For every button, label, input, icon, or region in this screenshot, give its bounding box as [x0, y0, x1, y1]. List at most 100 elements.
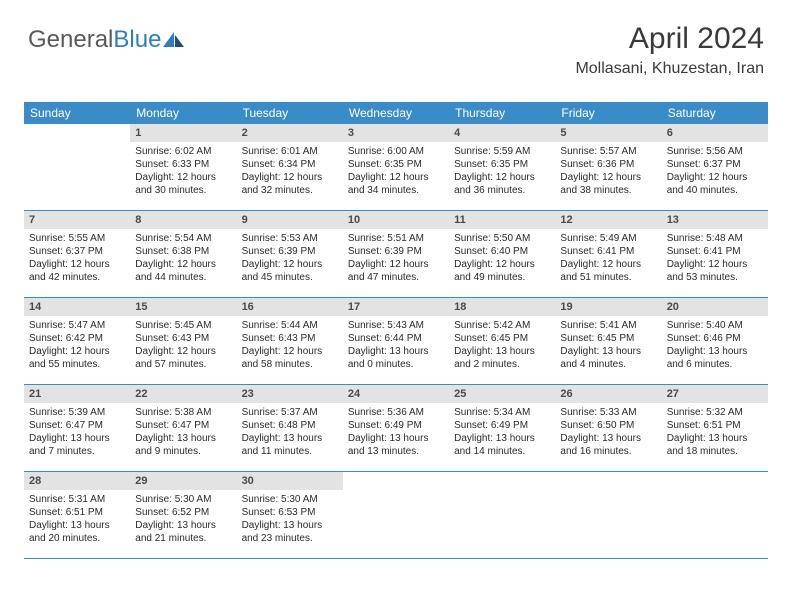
- month-title: April 2024: [575, 22, 764, 56]
- calendar-week-row: 7Sunrise: 5:55 AMSunset: 6:37 PMDaylight…: [24, 211, 768, 298]
- daylight-text: Daylight: 12 hours: [135, 258, 231, 271]
- location-subtitle: Mollasani, Khuzestan, Iran: [575, 60, 764, 78]
- daylight-text: Daylight: 13 hours: [348, 432, 444, 445]
- calendar-day-cell: .: [555, 472, 661, 558]
- day-body: Sunrise: 5:37 AMSunset: 6:48 PMDaylight:…: [237, 403, 343, 464]
- sunrise-text: Sunrise: 5:42 AM: [454, 319, 550, 332]
- weekday-header: Saturday: [662, 102, 768, 124]
- sunset-text: Sunset: 6:51 PM: [29, 506, 125, 519]
- calendar-day-cell: 17Sunrise: 5:43 AMSunset: 6:44 PMDayligh…: [343, 298, 449, 384]
- day-number: 23: [237, 385, 343, 403]
- daylight-text: and 55 minutes.: [29, 358, 125, 371]
- day-number: 16: [237, 298, 343, 316]
- daylight-text: and 49 minutes.: [454, 271, 550, 284]
- daylight-text: and 7 minutes.: [29, 445, 125, 458]
- day-number: 12: [555, 211, 661, 229]
- sunrise-text: Sunrise: 5:57 AM: [560, 145, 656, 158]
- sunset-text: Sunset: 6:35 PM: [348, 158, 444, 171]
- sunrise-text: Sunrise: 6:00 AM: [348, 145, 444, 158]
- sunrise-text: Sunrise: 5:33 AM: [560, 406, 656, 419]
- brand-text-blue: Blue: [113, 26, 161, 54]
- sunrise-text: Sunrise: 5:30 AM: [135, 493, 231, 506]
- day-number: 5: [555, 124, 661, 142]
- daylight-text: Daylight: 12 hours: [667, 171, 763, 184]
- day-body: Sunrise: 5:32 AMSunset: 6:51 PMDaylight:…: [662, 403, 768, 464]
- calendar-day-cell: .: [449, 472, 555, 558]
- daylight-text: Daylight: 13 hours: [667, 345, 763, 358]
- calendar-day-cell: 23Sunrise: 5:37 AMSunset: 6:48 PMDayligh…: [237, 385, 343, 471]
- sunset-text: Sunset: 6:39 PM: [348, 245, 444, 258]
- calendar-day-cell: 15Sunrise: 5:45 AMSunset: 6:43 PMDayligh…: [130, 298, 236, 384]
- calendar-day-cell: 16 Sunrise: 5:44 AMSunset: 6:43 PMDayligh…: [237, 298, 343, 384]
- daylight-text: Daylight: 12 hours: [29, 258, 125, 271]
- daylight-text: Daylight: 13 hours: [454, 432, 550, 445]
- daylight-text: and 38 minutes.: [560, 184, 656, 197]
- daylight-text: Daylight: 12 hours: [135, 345, 231, 358]
- daylight-text: and 30 minutes.: [135, 184, 231, 197]
- daylight-text: Daylight: 13 hours: [242, 519, 338, 532]
- sunrise-text: Sunrise: 6:01 AM: [242, 145, 338, 158]
- daylight-text: Daylight: 12 hours: [348, 171, 444, 184]
- sunset-text: Sunset: 6:52 PM: [135, 506, 231, 519]
- daylight-text: and 23 minutes.: [242, 532, 338, 545]
- sunset-text: Sunset: 6:40 PM: [454, 245, 550, 258]
- calendar-week-row: 28Sunrise: 5:31 AMSunset: 6:51 PMDayligh…: [24, 472, 768, 559]
- sunset-text: Sunset: 6:48 PM: [242, 419, 338, 432]
- calendar: SundayMondayTuesdayWednesdayThursdayFrid…: [24, 102, 768, 559]
- sunset-text: Sunset: 6:47 PM: [29, 419, 125, 432]
- weekday-header: Thursday: [449, 102, 555, 124]
- daylight-text: and 53 minutes.: [667, 271, 763, 284]
- calendar-week-row: .1Sunrise: 6:02 AMSunset: 6:33 PMDayligh…: [24, 124, 768, 211]
- sunrise-text: Sunrise: 5:41 AM: [560, 319, 656, 332]
- sunset-text: Sunset: 6:37 PM: [29, 245, 125, 258]
- sunset-text: Sunset: 6:46 PM: [667, 332, 763, 345]
- daylight-text: and 20 minutes.: [29, 532, 125, 545]
- day-number: 6: [662, 124, 768, 142]
- day-body: Sunrise: 5:38 AMSunset: 6:47 PMDaylight:…: [130, 403, 236, 464]
- daylight-text: Daylight: 12 hours: [242, 345, 338, 358]
- day-body: Sunrise: 5:48 AMSunset: 6:41 PMDaylight:…: [662, 229, 768, 290]
- daylight-text: and 32 minutes.: [242, 184, 338, 197]
- daylight-text: and 40 minutes.: [667, 184, 763, 197]
- day-number: 1: [130, 124, 236, 142]
- sunrise-text: Sunrise: 5:45 AM: [135, 319, 231, 332]
- daylight-text: Daylight: 13 hours: [560, 345, 656, 358]
- daylight-text: Daylight: 13 hours: [135, 432, 231, 445]
- daylight-text: Daylight: 12 hours: [242, 258, 338, 271]
- sunset-text: Sunset: 6:45 PM: [454, 332, 550, 345]
- day-body: Sunrise: 5:43 AMSunset: 6:44 PMDaylight:…: [343, 316, 449, 377]
- weekday-header: Sunday: [24, 102, 130, 124]
- day-body: Sunrise: 5:55 AMSunset: 6:37 PMDaylight:…: [24, 229, 130, 290]
- day-number: 10: [343, 211, 449, 229]
- weekday-header: Monday: [130, 102, 236, 124]
- sunrise-text: Sunrise: 5:34 AM: [454, 406, 550, 419]
- daylight-text: Daylight: 13 hours: [454, 345, 550, 358]
- sunrise-text: Sunrise: 5:30 AM: [242, 493, 338, 506]
- daylight-text: Daylight: 13 hours: [348, 345, 444, 358]
- sunrise-text: Sunrise: 5:56 AM: [667, 145, 763, 158]
- sunset-text: Sunset: 6:33 PM: [135, 158, 231, 171]
- daylight-text: and 0 minutes.: [348, 358, 444, 371]
- day-body: Sunrise: 5:34 AMSunset: 6:49 PMDaylight:…: [449, 403, 555, 464]
- sunrise-text: Sunrise: 5:37 AM: [242, 406, 338, 419]
- day-number: 21: [24, 385, 130, 403]
- sunrise-text: Sunrise: 5:55 AM: [29, 232, 125, 245]
- day-number: 2: [237, 124, 343, 142]
- daylight-text: Daylight: 12 hours: [135, 171, 231, 184]
- calendar-body: .1Sunrise: 6:02 AMSunset: 6:33 PMDayligh…: [24, 124, 768, 559]
- sunset-text: Sunset: 6:43 PM: [242, 332, 338, 345]
- sunrise-text: Sunrise: 5:44 AM: [242, 319, 338, 332]
- brand-logo: GeneralBlue: [28, 26, 185, 54]
- day-body: Sunrise: 5:41 AMSunset: 6:45 PMDaylight:…: [555, 316, 661, 377]
- sunrise-text: Sunrise: 5:39 AM: [29, 406, 125, 419]
- daylight-text: Daylight: 12 hours: [454, 171, 550, 184]
- calendar-day-cell: 22Sunrise: 5:38 AMSunset: 6:47 PMDayligh…: [130, 385, 236, 471]
- daylight-text: and 57 minutes.: [135, 358, 231, 371]
- sunset-text: Sunset: 6:50 PM: [560, 419, 656, 432]
- weekday-header: Tuesday: [237, 102, 343, 124]
- calendar-day-cell: 21Sunrise: 5:39 AMSunset: 6:47 PMDayligh…: [24, 385, 130, 471]
- day-body: Sunrise: 5:47 AMSunset: 6:42 PMDaylight:…: [24, 316, 130, 377]
- calendar-day-cell: 25Sunrise: 5:34 AMSunset: 6:49 PMDayligh…: [449, 385, 555, 471]
- daylight-text: and 47 minutes.: [348, 271, 444, 284]
- daylight-text: and 2 minutes.: [454, 358, 550, 371]
